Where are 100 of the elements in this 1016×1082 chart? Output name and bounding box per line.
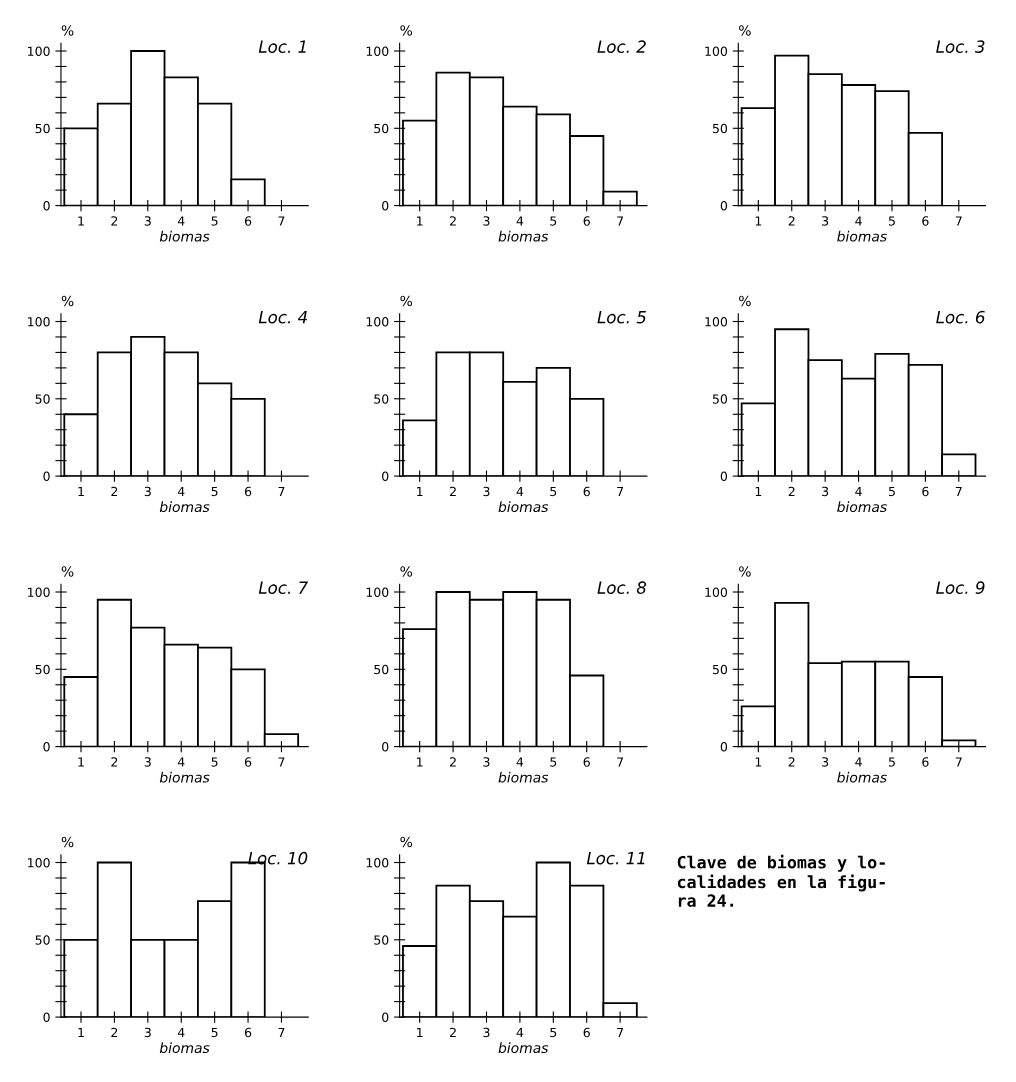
chart-title: Loc. 11 — [586, 852, 645, 865]
x-tick-label: 7 — [955, 486, 962, 496]
x-tick-label: 5 — [888, 216, 895, 226]
y-tick-label: 100 — [366, 587, 389, 597]
x-tick-label: 1 — [417, 757, 423, 767]
y-axis-title: % — [400, 836, 413, 848]
x-tick-label: 5 — [550, 757, 557, 767]
x-tick-label: 1 — [78, 1027, 84, 1037]
x-tick-label: 6 — [922, 757, 929, 767]
x-tick-label: 7 — [278, 757, 285, 767]
x-tick-label: 2 — [111, 486, 118, 496]
x-tick-label: 1 — [417, 216, 423, 226]
x-tick-label: 2 — [450, 1027, 456, 1037]
x-tick-label: 5 — [888, 486, 895, 497]
y-tick-label: 50 — [374, 123, 389, 134]
x-tick-label: 2 — [111, 216, 118, 226]
y-tick-label: 50 — [35, 935, 50, 945]
x-tick-label: 6 — [244, 216, 252, 226]
x-tick-label: 4 — [177, 1027, 185, 1037]
chart-title: Loc. 6 — [936, 310, 985, 324]
x-tick-label: 3 — [144, 216, 151, 226]
x-tick-label: 2 — [788, 486, 795, 496]
x-tick-label: 7 — [617, 216, 624, 226]
y-tick-label: 50 — [374, 935, 389, 945]
chart-title: Loc. 1 — [258, 40, 306, 53]
y-axis-title: % — [61, 566, 74, 577]
y-axis-title: % — [739, 566, 751, 577]
x-tick-label: 2 — [111, 757, 118, 767]
x-axis-title: biomas — [837, 501, 887, 513]
x-tick-label: 1 — [78, 216, 84, 226]
x-tick-label: 6 — [244, 486, 252, 497]
y-tick-label: 0 — [43, 471, 50, 482]
y-axis-title: % — [61, 836, 74, 848]
y-tick-label: 0 — [720, 471, 728, 482]
x-tick-label: 6 — [244, 757, 252, 767]
chart-title: Loc. 4 — [258, 311, 307, 324]
y-axis-title: % — [739, 295, 751, 307]
x-tick-label: 7 — [955, 757, 962, 767]
x-tick-label: 7 — [278, 1027, 285, 1037]
chart-title: Loc. 5 — [597, 311, 646, 324]
x-tick-label: 3 — [483, 486, 490, 497]
x-axis-title: biomas — [498, 501, 549, 513]
chart-title: Loc. 7 — [258, 581, 309, 594]
y-axis-title: % — [400, 295, 413, 307]
y-tick-label: 0 — [382, 471, 389, 482]
text: Clave de biomas y lo- calidades en la figu- ra 24. — [677, 854, 885, 907]
x-axis-title: biomas — [498, 230, 549, 242]
x-tick-label: 3 — [483, 216, 490, 226]
y-axis-title: % — [61, 25, 74, 36]
x-tick-label: 5 — [888, 757, 895, 767]
x-tick-label: 5 — [211, 1027, 218, 1038]
y-tick-label: 0 — [720, 201, 728, 211]
x-tick-label: 6 — [583, 216, 590, 226]
x-tick-label: 4 — [177, 216, 185, 226]
x-tick-label: 3 — [822, 486, 829, 497]
x-tick-label: 7 — [617, 486, 624, 496]
x-axis-title: biomas — [498, 1042, 549, 1054]
y-axis-title: % — [61, 295, 74, 307]
x-tick-label: 2 — [111, 1027, 118, 1037]
x-axis-title: biomas — [498, 771, 549, 783]
y-tick-label: 50 — [35, 123, 50, 134]
y-tick-label: 0 — [43, 201, 50, 211]
x-tick-label: 7 — [278, 216, 285, 226]
x-tick-label: 4 — [516, 1027, 524, 1037]
y-tick-label: 100 — [28, 46, 50, 56]
x-tick-label: 6 — [922, 216, 929, 226]
y-tick-label: 50 — [712, 394, 728, 404]
x-axis-title: biomas — [159, 771, 210, 783]
y-tick-label: 100 — [705, 46, 728, 56]
x-axis-title: biomas — [837, 771, 887, 783]
x-tick-label: 4 — [516, 757, 524, 767]
y-tick-label: 50 — [712, 664, 728, 675]
y-tick-label: 50 — [374, 394, 389, 404]
x-axis-title: biomas — [159, 1042, 210, 1054]
y-tick-label: 0 — [720, 742, 728, 752]
x-tick-label: 4 — [855, 486, 862, 496]
x-tick-label: 4 — [855, 216, 862, 226]
x-tick-label: 3 — [483, 1027, 490, 1038]
y-tick-label: 100 — [705, 316, 728, 327]
x-tick-label: 1 — [755, 757, 762, 767]
chart-title: Loc. 9 — [936, 581, 985, 594]
x-tick-label: 7 — [955, 216, 962, 226]
x-tick-label: 5 — [550, 1027, 557, 1038]
x-tick-label: 2 — [450, 757, 456, 767]
x-axis-title: biomas — [159, 501, 210, 513]
x-tick-label: 1 — [417, 1027, 423, 1037]
x-tick-label: 4 — [177, 757, 185, 767]
x-axis-title: biomas — [159, 230, 210, 242]
y-tick-label: 0 — [43, 1012, 50, 1023]
x-tick-label: 1 — [755, 486, 762, 496]
y-tick-label: 50 — [712, 123, 728, 134]
y-tick-label: 0 — [382, 201, 389, 211]
x-tick-label: 4 — [516, 486, 524, 496]
x-tick-label: 2 — [788, 216, 795, 226]
x-tick-label: 6 — [922, 486, 929, 497]
y-tick-label: 50 — [35, 394, 50, 404]
x-tick-label: 5 — [550, 486, 557, 497]
chart-title: Loc. 8 — [597, 581, 647, 594]
y-tick-label: 100 — [28, 587, 50, 597]
chart-title: Loc. 2 — [597, 40, 646, 53]
